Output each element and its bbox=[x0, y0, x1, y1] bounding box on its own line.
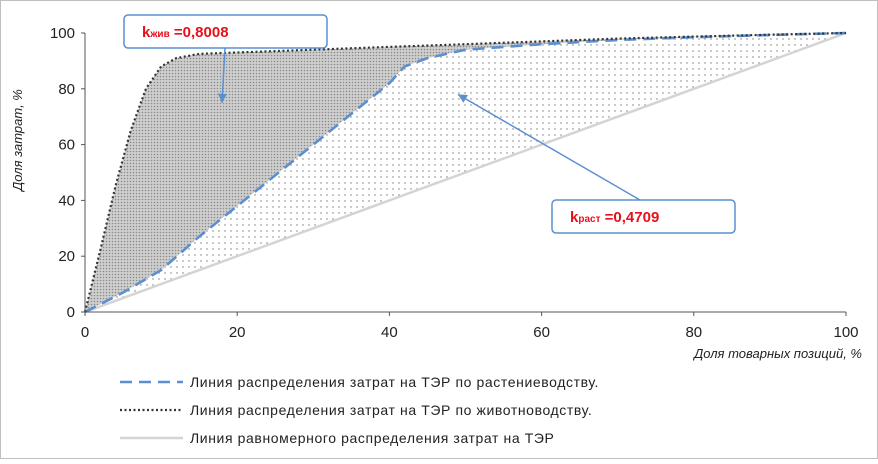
y-tick-label: 40 bbox=[58, 192, 75, 209]
callout-arrow-head bbox=[457, 94, 468, 103]
legend-label: Линия распределения затрат на ТЭР по рас… bbox=[190, 374, 599, 390]
x-tick-label: 40 bbox=[381, 324, 398, 341]
x-tick-labels: 0 20 40 60 80 100 bbox=[81, 312, 859, 341]
legend-item: Линия равномерного распределения затрат … bbox=[120, 430, 554, 446]
series-lines bbox=[83, 31, 847, 314]
x-tick-label: 0 bbox=[81, 324, 89, 341]
legend-label: Линия распределения затрат на ТЭР по жив… bbox=[190, 402, 592, 418]
callouts: kжив =0,8008 kраст =0,4709 bbox=[123, 14, 736, 234]
callout-label: kжив =0,8008 bbox=[142, 24, 229, 41]
area-animal-concentration bbox=[85, 33, 846, 312]
series-line-plant bbox=[84, 31, 847, 314]
x-tick-label: 60 bbox=[533, 324, 550, 341]
y-tick-label: 60 bbox=[58, 137, 75, 154]
y-axis-title: Доля затрат, % bbox=[10, 89, 25, 193]
y-tick-label: 0 bbox=[67, 304, 75, 321]
x-tick-label: 80 bbox=[685, 324, 702, 341]
x-axis-title: Доля товарных позиций, % bbox=[692, 346, 862, 361]
callout-label: kраст =0,4709 bbox=[570, 209, 659, 226]
y-tick-label: 20 bbox=[58, 248, 75, 265]
callout-box bbox=[551, 199, 736, 234]
legend-item: Линия распределения затрат на ТЭР по жив… bbox=[120, 402, 592, 418]
callout-arrow-head bbox=[217, 93, 227, 103]
callout-arrow-line bbox=[457, 93, 641, 201]
legend-item: Линия распределения затрат на ТЭР по рас… bbox=[120, 374, 599, 390]
x-tick-label: 100 bbox=[833, 324, 858, 341]
y-tick-label: 80 bbox=[58, 81, 75, 98]
legend: Линия распределения затрат на ТЭР по рас… bbox=[120, 374, 599, 446]
callout-жив: kжив =0,8008 bbox=[123, 14, 328, 103]
legend-label: Линия равномерного распределения затрат … bbox=[190, 430, 554, 446]
y-tick-label: 100 bbox=[50, 25, 75, 42]
series-line-uniform bbox=[84, 31, 847, 314]
y-tick-labels: 0 20 40 60 80 100 bbox=[50, 25, 85, 321]
callout-раст: kраст =0,4709 bbox=[457, 93, 736, 234]
callout-arrow-line bbox=[221, 47, 226, 103]
callout-box bbox=[123, 14, 328, 49]
x-tick-label: 20 bbox=[229, 324, 246, 341]
series-line-animal bbox=[83, 31, 847, 313]
